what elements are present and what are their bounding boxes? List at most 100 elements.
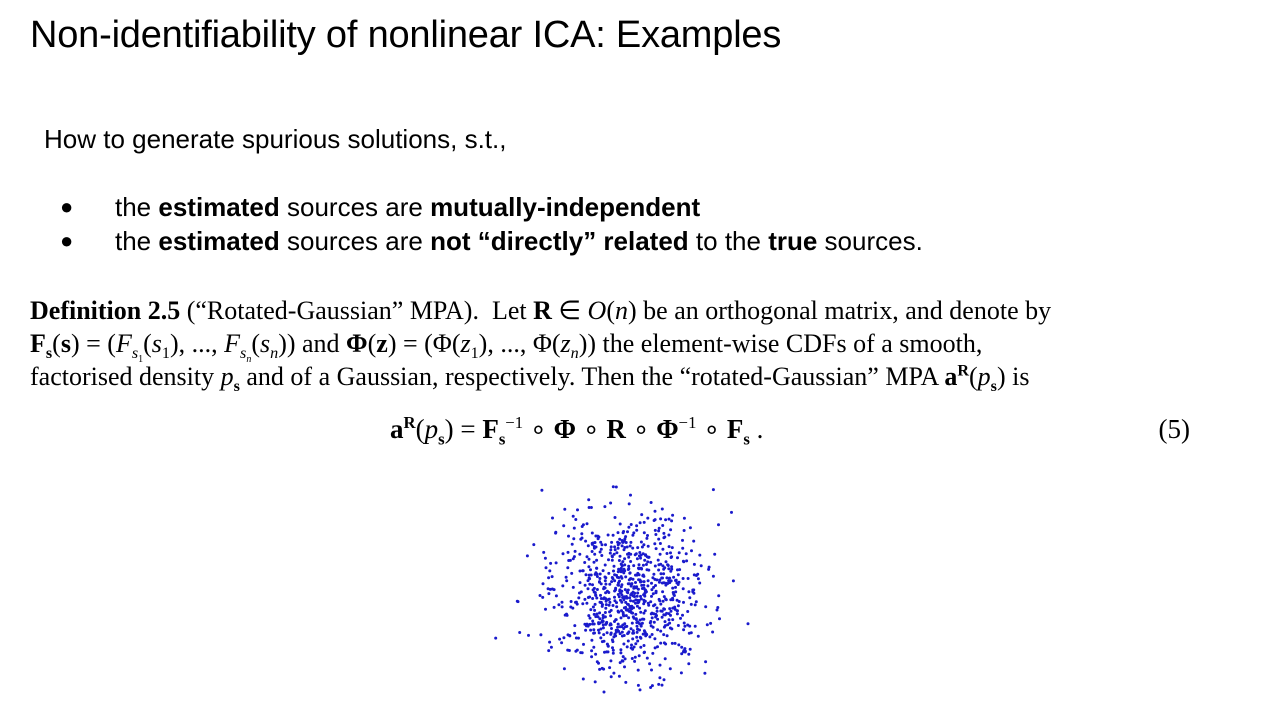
scatter-point: [686, 577, 690, 580]
scatter-point: [636, 591, 640, 595]
scatter-point: [670, 627, 674, 631]
scatter-point: [622, 595, 626, 599]
scatter-point: [585, 522, 589, 526]
scatter-point: [589, 506, 593, 509]
scatter-point: [686, 610, 690, 613]
scatter-point: [571, 514, 575, 518]
scatter-point: [593, 602, 597, 606]
scatter-point: [569, 600, 573, 603]
scatter-point: [594, 652, 598, 656]
scatter-point: [651, 651, 655, 655]
scatter-point: [612, 552, 616, 556]
scatter-point: [627, 555, 631, 559]
scatter-point: [623, 563, 627, 567]
scatter-point: [607, 558, 610, 562]
scatter-point: [603, 586, 607, 590]
bullet-dot-icon: ●: [60, 194, 74, 219]
scatter-point: [601, 616, 605, 620]
scatter-point: [617, 674, 621, 678]
scatter-point: [635, 557, 639, 561]
scatter-point: [611, 648, 615, 652]
scatter-point: [610, 580, 614, 584]
scatter-point: [653, 542, 657, 546]
scatter-point: [621, 560, 625, 564]
scatter-point: [635, 635, 639, 639]
scatter-point: [676, 604, 680, 608]
scatter-point: [604, 599, 608, 603]
scatter-point: [596, 615, 600, 619]
scatter-point: [688, 624, 692, 628]
scatter-point: [645, 632, 648, 636]
scatter-point: [655, 614, 658, 618]
scatter-point: [670, 519, 674, 523]
scatter-point: [565, 579, 569, 583]
scatter-point: [664, 518, 668, 522]
scatter-point: [632, 645, 636, 649]
scatter-point: [590, 542, 594, 546]
scatter-point: [610, 627, 613, 630]
scatter-point: [561, 584, 565, 588]
scatter-point: [618, 522, 622, 526]
scatter-point: [667, 618, 671, 622]
scatter-point: [671, 591, 675, 594]
scatter-point: [570, 542, 574, 546]
scatter-point: [624, 608, 628, 612]
scatter-point: [678, 568, 682, 572]
scatter-point: [598, 611, 602, 615]
scatter-point: [627, 502, 631, 506]
intro-text: How to generate spurious solutions, s.t.…: [44, 124, 507, 154]
scatter-point: [623, 657, 627, 661]
scatter-point: [651, 576, 655, 580]
scatter-point: [659, 572, 663, 576]
scatter-point: [566, 566, 570, 570]
scatter-point: [641, 573, 645, 577]
scatter-point: [603, 579, 607, 583]
scatter-point: [539, 633, 543, 637]
scatter-point: [650, 616, 654, 620]
scatter-point: [682, 560, 686, 564]
scatter-point: [616, 570, 620, 574]
scatter-point: [600, 666, 604, 670]
scatter-point: [611, 646, 614, 650]
scatter-point: [628, 577, 632, 581]
definition-label: Definition 2.5: [30, 296, 181, 325]
scatter-point: [717, 594, 721, 598]
scatter-point: [609, 545, 613, 549]
scatter-point: [625, 645, 629, 649]
scatter-point: [679, 616, 682, 620]
scatter-point: [682, 516, 686, 520]
scatter-point: [672, 594, 676, 597]
scatter-point: [639, 556, 642, 560]
scatter-point: [631, 647, 635, 651]
scatter-point: [657, 568, 661, 572]
scatter-point: [602, 633, 606, 637]
scatter-point: [630, 621, 634, 625]
scatter-point: [563, 507, 567, 511]
scatter-point: [625, 545, 629, 549]
scatter-point: [657, 563, 661, 567]
scatter-point: [560, 600, 564, 604]
scatter-point: [652, 572, 656, 576]
scatter-point: [606, 598, 610, 602]
scatter-point: [598, 617, 602, 621]
scatter-point: [574, 518, 578, 521]
scatter-point: [644, 553, 648, 557]
scatter-point: [592, 628, 596, 632]
scatter-point: [639, 594, 642, 598]
scatter-point: [682, 628, 686, 632]
scatter-point: [603, 615, 607, 619]
scatter-point: [595, 558, 599, 562]
scatter-point: [664, 560, 668, 564]
scatter-point: [670, 567, 674, 571]
scatter-point: [629, 493, 632, 497]
scatter-point: [586, 544, 590, 548]
scatter-point: [638, 551, 642, 554]
scatter-point: [670, 565, 674, 569]
scatter-point: [658, 542, 662, 545]
scatter-point: [628, 596, 632, 600]
scatter-point: [604, 606, 608, 610]
scatter-point: [554, 594, 558, 598]
scatter-point: [640, 583, 644, 587]
scatter-point: [663, 607, 666, 611]
scatter-point: [568, 558, 572, 562]
